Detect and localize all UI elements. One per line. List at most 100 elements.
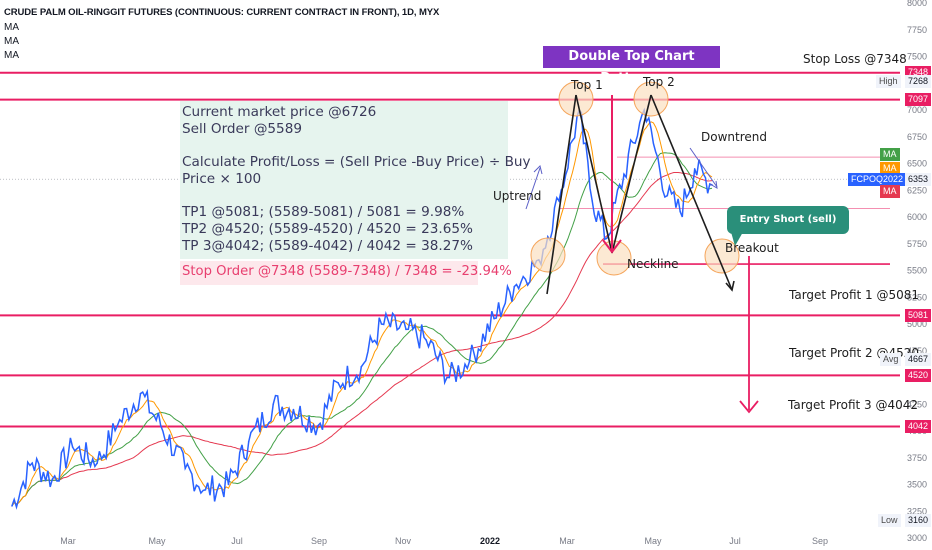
x-tick-label: Jul — [729, 536, 741, 546]
tag-tp1[interactable]: 5081 — [905, 308, 932, 322]
x-tick-label: Mar — [559, 536, 575, 546]
price-point — [448, 376, 451, 379]
note-line-2: Sell Order @5589 — [182, 121, 303, 137]
stop-loss-label: Stop Loss @7348 — [803, 52, 907, 66]
y-tick-label: 7750 — [907, 25, 927, 35]
price-point — [139, 392, 142, 395]
price-point — [380, 323, 383, 325]
price-point — [227, 483, 230, 486]
neckline-label: Neckline — [627, 257, 679, 271]
x-tick-label: May — [148, 536, 166, 546]
note-line-9: TP 3@4042; (5589-4042) / 4042 = 38.27% — [182, 238, 473, 254]
x-tick-label: Sep — [812, 536, 828, 546]
calculation-note[interactable] — [180, 101, 508, 259]
target-profit-1-label: Target Profit 1 @5081 — [789, 288, 920, 302]
y-tick-label: 3500 — [907, 480, 927, 490]
y-tick-label: 6000 — [907, 212, 927, 222]
price-series — [11, 107, 713, 510]
uptrend-arrow-head — [533, 165, 543, 175]
price-point — [679, 210, 682, 213]
indicator-ma-1[interactable]: MA — [4, 22, 19, 33]
downtrend-arrow-head — [709, 180, 718, 189]
note-line-7: TP1 @5081; (5589-5081) / 5081 = 9.98% — [182, 204, 465, 220]
pattern-title[interactable]: Double Top Chart Patterns — [543, 46, 720, 86]
note-line-4: Calculate Profit/Loss = (Sell Price -Buy… — [182, 154, 531, 170]
price-point — [405, 328, 407, 331]
tag-high-label[interactable]: High — [876, 74, 901, 88]
tag-avg-label[interactable]: Avg — [880, 353, 902, 367]
y-tick-label: 5250 — [907, 292, 927, 302]
tag-symbol[interactable]: FCPOQ2022 — [848, 172, 907, 186]
drop-arrow-head — [602, 239, 622, 254]
trend-line-3 — [611, 94, 652, 254]
entry-callout[interactable]: Entry Short (sell) @5589 — [727, 206, 849, 253]
tag-ma-red[interactable]: MA — [880, 184, 900, 198]
target-arrow-head — [739, 400, 759, 414]
downtrend-label: Downtrend — [701, 130, 767, 144]
price-point — [116, 424, 119, 427]
x-tick-label: May — [644, 536, 662, 546]
price-point — [591, 200, 594, 202]
price-point — [493, 317, 495, 320]
x-tick-label: 2022 — [480, 536, 500, 546]
tag-ma-orange[interactable]: MA — [880, 162, 900, 176]
price-point — [247, 440, 250, 443]
tag-low-value[interactable]: 3160 — [905, 514, 932, 528]
price-point — [31, 462, 34, 464]
uptrend-arrow — [525, 167, 541, 210]
tag-avg-value[interactable]: 4667 — [905, 353, 932, 367]
price-point — [184, 467, 186, 470]
price-point — [317, 424, 319, 427]
x-tick-label: Mar — [60, 536, 76, 546]
price-point — [693, 168, 696, 170]
price-point — [11, 505, 13, 507]
tag-ma-green[interactable]: MA — [880, 148, 900, 162]
price-line — [11, 107, 713, 510]
y-tick-label: 5750 — [907, 239, 927, 249]
indicator-ma-3[interactable]: MA — [4, 50, 19, 61]
uptrend-marker — [530, 237, 566, 273]
top1-label: Top 1 — [571, 78, 603, 92]
price-point — [623, 173, 625, 175]
price-point — [71, 446, 74, 448]
price-point — [159, 424, 162, 427]
x-tick-label: Nov — [395, 536, 412, 546]
price-point — [558, 200, 560, 202]
chart-drawings — [525, 81, 759, 414]
y-tick-label: 4750 — [907, 346, 927, 356]
y-tick-label: 6750 — [907, 132, 927, 142]
trend-line-1 — [546, 94, 577, 295]
time-axis: Mar May Jul Sep Nov 2022 Mar May Jul Sep — [60, 536, 828, 546]
price-point — [360, 366, 363, 368]
y-tick-label: 6500 — [907, 159, 927, 169]
note-line-5: Price × 100 — [182, 171, 262, 187]
y-tick-label: 7000 — [907, 105, 927, 115]
tag-last-price[interactable]: 6353 — [905, 172, 932, 186]
tag-tp3[interactable]: 4042 — [905, 420, 932, 433]
y-tick-label: 4250 — [907, 399, 927, 409]
ma-red-line — [11, 172, 713, 507]
price-point — [292, 408, 295, 411]
trend-line-2 — [575, 94, 613, 254]
breakout-label: Breakout — [725, 241, 779, 255]
y-tick-label: 3250 — [907, 506, 927, 516]
y-tick-label: 3750 — [907, 453, 927, 463]
note-line-1: Current market price @6726 — [182, 104, 377, 120]
stop-order-note[interactable] — [180, 261, 478, 285]
target-profit-3-label: Target Profit 3 @4042 — [788, 398, 919, 412]
trend-line-4 — [650, 94, 733, 291]
y-tick-label: 5000 — [907, 319, 927, 329]
tag-tp2[interactable]: 4520 — [905, 368, 932, 382]
tag-low-label[interactable]: Low — [878, 514, 901, 528]
neckline-marker — [596, 240, 632, 276]
x-tick-label: Jul — [231, 536, 243, 546]
price-point — [513, 285, 516, 288]
tag-high-value[interactable]: 7268 — [905, 74, 932, 88]
stop-order-text: Stop Order @7348 (5589-7348) / 7348 = -2… — [182, 264, 512, 279]
tag-top[interactable]: 7097 — [905, 93, 932, 107]
price-axis-bg — [902, 0, 932, 550]
downtrend-arrow — [689, 147, 718, 188]
indicator-ma-2[interactable]: MA — [4, 36, 19, 47]
chart-title: CRUDE PALM OIL-RINGGIT FUTURES (CONTINUO… — [4, 7, 440, 18]
